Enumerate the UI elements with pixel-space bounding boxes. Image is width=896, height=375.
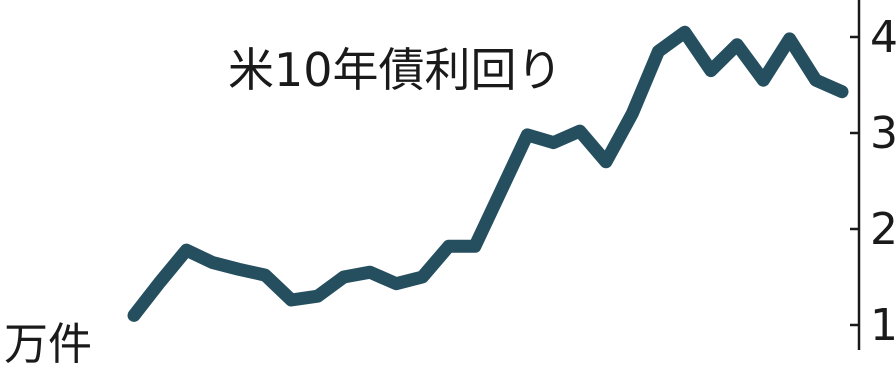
y-tick-label-4: 4 (870, 12, 896, 63)
unit-label: 万件 (4, 319, 92, 370)
series-group (127, 25, 849, 322)
series-line-0 (127, 25, 849, 322)
y-tick-label-1: 1 (870, 300, 896, 351)
y-tick-label-2: 2 (870, 204, 896, 255)
y-axis-ticks: 1 2 3 4 (850, 12, 896, 351)
chart-title: 米10年債利回り (228, 43, 563, 97)
y-tick-label-3: 3 (870, 108, 896, 159)
